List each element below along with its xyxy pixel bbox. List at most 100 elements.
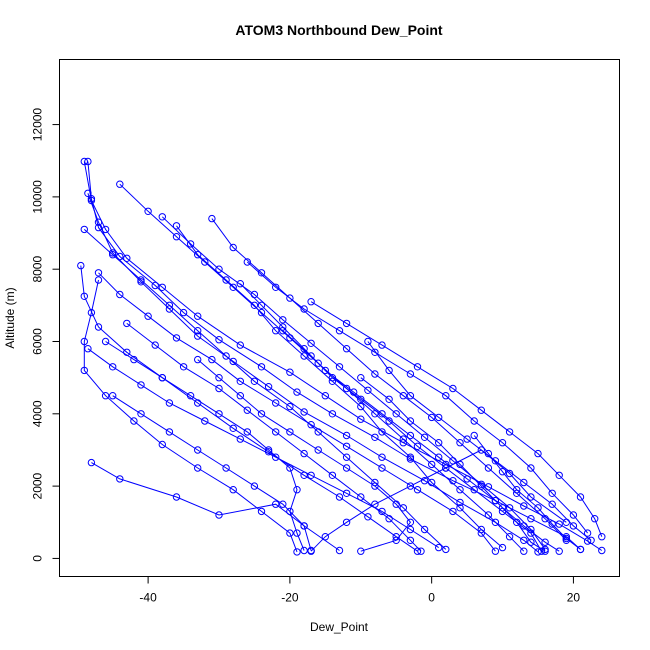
data-point <box>527 515 535 523</box>
data-point <box>201 258 209 266</box>
data-point <box>243 428 252 436</box>
data-point <box>505 533 514 541</box>
data-point <box>406 431 415 440</box>
data-point <box>293 486 301 494</box>
series-line <box>176 225 503 548</box>
data-point <box>399 392 407 400</box>
data-point <box>158 283 167 291</box>
data-point <box>80 366 89 375</box>
data-point <box>307 339 315 347</box>
data-point <box>80 292 89 300</box>
data-point <box>172 233 181 241</box>
x-tick-label: -40 <box>139 591 157 605</box>
data-point <box>236 392 245 400</box>
data-point <box>335 493 344 501</box>
data-point <box>420 433 429 441</box>
data-point <box>300 449 308 458</box>
data-point <box>576 493 585 501</box>
data-point <box>442 464 450 472</box>
data-point <box>208 355 216 364</box>
series-line <box>105 341 305 551</box>
series-line <box>211 218 567 541</box>
series-line <box>161 216 546 550</box>
data-point <box>321 366 329 375</box>
data-point <box>272 428 280 436</box>
series-10 <box>243 258 592 537</box>
data-point <box>399 504 407 512</box>
data-point <box>406 453 415 461</box>
data-point <box>116 475 124 483</box>
data-point <box>257 507 266 516</box>
data-point <box>406 370 415 378</box>
data-point <box>406 536 415 544</box>
data-point <box>158 440 167 449</box>
y-tick-label: 0 <box>31 555 45 562</box>
data-point <box>194 312 202 320</box>
data-point <box>442 392 450 400</box>
data-point <box>505 504 514 512</box>
series-15 <box>84 345 443 552</box>
series-line <box>80 265 418 552</box>
data-point <box>392 536 400 544</box>
data-point <box>194 332 202 340</box>
data-point <box>236 280 245 288</box>
data-point <box>300 345 308 353</box>
data-point <box>555 547 563 555</box>
data-point <box>172 493 181 501</box>
data-point <box>520 502 528 510</box>
data-point <box>378 464 386 472</box>
data-point <box>484 464 493 472</box>
data-point <box>562 534 570 543</box>
data-point <box>371 348 379 356</box>
data-point <box>109 392 117 400</box>
data-point <box>342 345 351 353</box>
y-tick-label: 12000 <box>31 108 45 142</box>
data-point <box>293 388 301 396</box>
data-point <box>130 417 138 425</box>
data-point <box>116 290 124 299</box>
data-point <box>222 352 230 360</box>
data-point <box>165 301 174 309</box>
data-point <box>491 547 500 555</box>
y-tick-label: 10000 <box>31 180 45 214</box>
data-point <box>186 240 195 248</box>
data-point <box>151 341 159 349</box>
data-point <box>449 507 457 516</box>
data-point <box>314 428 322 436</box>
data-point <box>364 386 372 394</box>
data-point <box>328 471 337 479</box>
data-point <box>272 283 280 291</box>
data-point <box>300 546 308 555</box>
data-point <box>534 548 542 556</box>
data-point <box>264 383 273 391</box>
data-point <box>179 308 188 317</box>
data-point <box>286 428 294 436</box>
data-point <box>598 533 606 541</box>
series-line <box>83 279 298 553</box>
data-point <box>201 417 209 425</box>
data-point <box>130 355 138 364</box>
series-16 <box>109 392 315 555</box>
data-point <box>236 341 245 349</box>
data-point <box>229 243 237 252</box>
data-point <box>385 366 393 375</box>
data-point <box>442 545 450 554</box>
x-axis: -40 -20 0 20 <box>139 576 580 605</box>
data-point <box>215 336 223 344</box>
data-point <box>342 319 351 328</box>
data-point <box>342 442 351 450</box>
data-point <box>428 460 436 469</box>
series-9 <box>307 298 606 541</box>
data-point <box>548 520 556 528</box>
data-point <box>123 319 131 328</box>
data-point <box>137 381 145 389</box>
data-point <box>272 327 280 335</box>
data-point <box>357 395 365 403</box>
series-6 <box>307 446 570 555</box>
data-point <box>555 471 563 479</box>
y-tick-label: 8000 <box>31 256 45 283</box>
plot-data <box>77 157 606 556</box>
data-point <box>342 489 351 497</box>
data-point <box>158 213 167 221</box>
series-line <box>83 161 603 551</box>
